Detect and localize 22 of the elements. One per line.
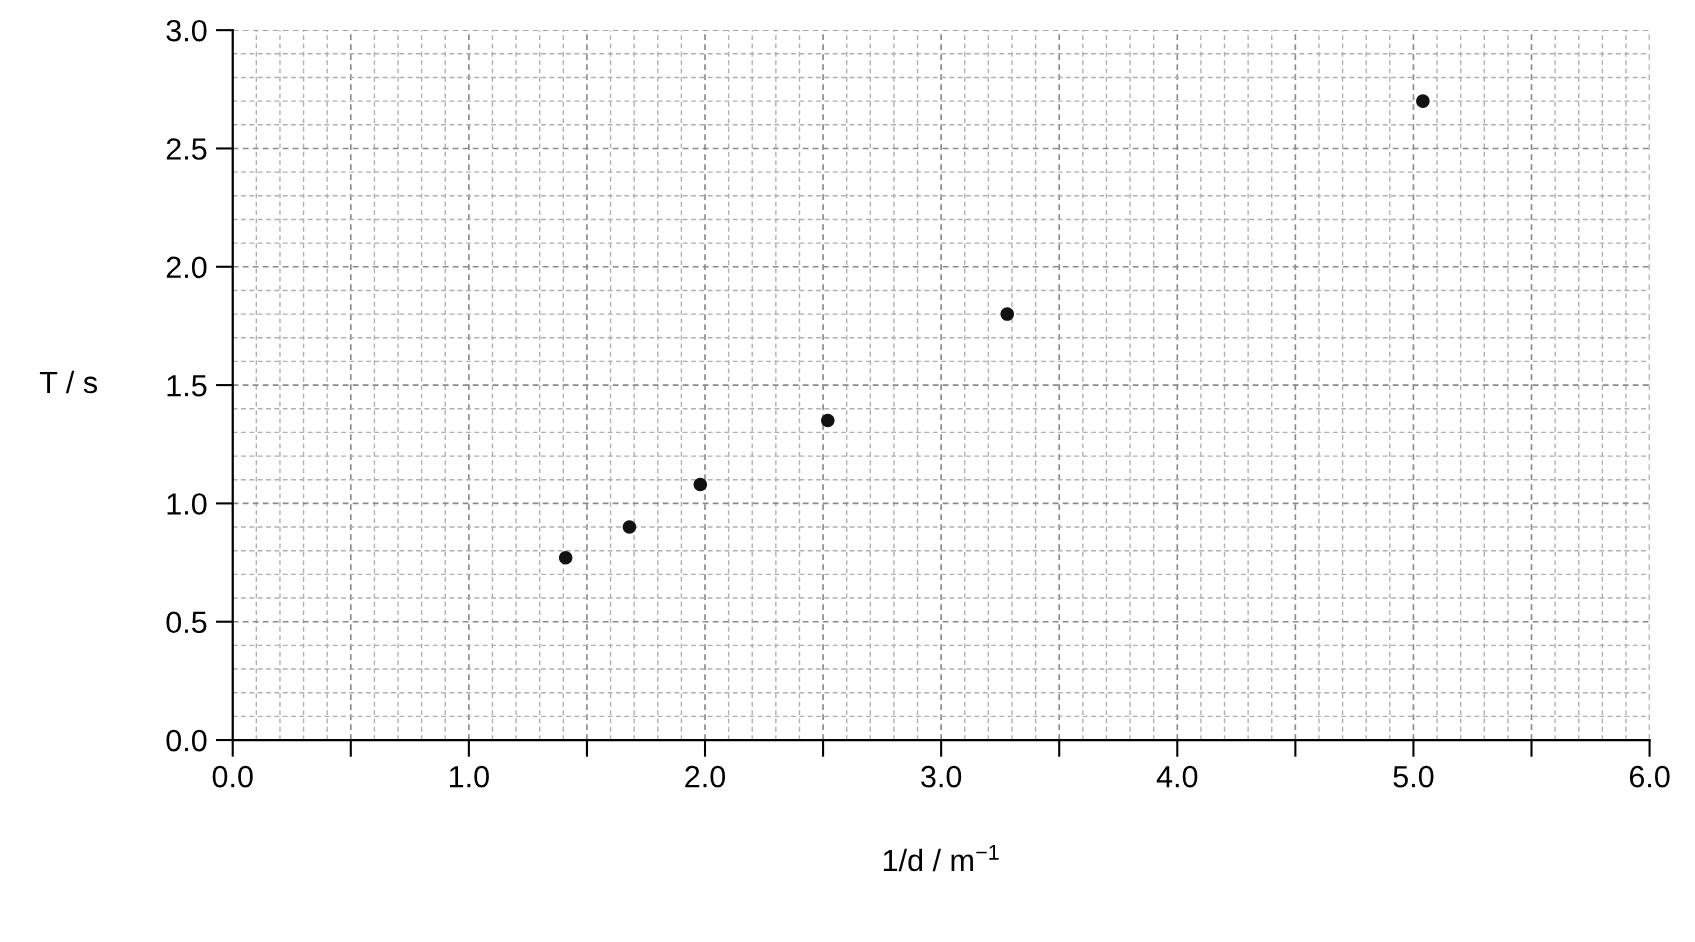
point	[693, 477, 708, 492]
x-tick-label: 2.0	[685, 765, 726, 788]
y-tick-label: 2.5	[166, 138, 207, 160]
x-tick-label: 5.0	[1393, 765, 1434, 788]
x-tick-label: 0.0	[212, 765, 253, 788]
x-tick-label: 3.0	[921, 765, 962, 788]
y-axis-title: T / s	[39, 370, 98, 394]
y-tick-label: 0.5	[166, 611, 207, 634]
x-tick-label: 6.0	[1629, 765, 1670, 788]
y-tick-label: 2.0	[166, 256, 207, 279]
point	[622, 520, 637, 534]
point	[1000, 307, 1015, 321]
y-tick-label: 0.0	[166, 729, 207, 752]
point	[558, 551, 573, 565]
y-tick-label: 1.0	[167, 493, 207, 515]
x-tick-label: 4.0	[1156, 765, 1198, 788]
x-tick-label: 1.0	[449, 765, 489, 788]
point	[821, 413, 835, 428]
x-axis-title: 1/d / m$^{−1}$	[883, 844, 999, 872]
y-tick-label: 1.5	[167, 375, 207, 397]
point	[1416, 94, 1430, 108]
y-tick-label: 3.0	[166, 19, 207, 42]
